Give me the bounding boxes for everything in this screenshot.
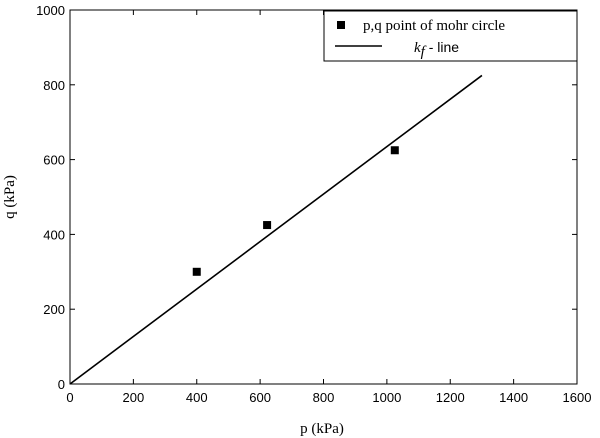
x-tick-label: 1400 [499, 390, 528, 405]
x-tick-label: 200 [123, 390, 145, 405]
y-tick-label: 400 [43, 227, 65, 242]
legend-marker-square [337, 21, 345, 29]
y-tick-label: 1000 [36, 3, 65, 18]
y-axis-title: q (kPa) [2, 175, 18, 219]
x-tick-label: 1600 [563, 390, 592, 405]
y-tick-label: 0 [58, 377, 65, 392]
x-tick-label: 0 [66, 390, 73, 405]
x-tick-label: 400 [186, 390, 208, 405]
legend-label-line-subscript: f [421, 44, 427, 60]
legend-label-line-k: k [414, 40, 421, 56]
legend: p,q point of mohr circle kf - line [323, 10, 578, 62]
legend-label-line: kf - line [414, 39, 459, 60]
x-tick-label: 800 [313, 390, 335, 405]
series-layer [69, 74, 483, 385]
pq-point [192, 267, 201, 276]
legend-label-line-suffix: - line [425, 39, 459, 55]
pq-point [390, 146, 399, 155]
x-tick-label: 1000 [372, 390, 401, 405]
x-tick-label: 1200 [436, 390, 465, 405]
legend-box [323, 10, 578, 62]
pq-point [263, 221, 272, 230]
x-tick-label: 600 [249, 390, 271, 405]
y-axis-ticks: 0 200 400 600 800 1000 [36, 3, 577, 392]
x-axis-ticks: 0 200 400 600 800 1000 1200 1400 1600 [66, 10, 591, 405]
y-tick-label: 600 [43, 153, 65, 168]
legend-label-points: p,q point of mohr circle [363, 18, 505, 34]
x-axis-title: p (kPa) [300, 421, 344, 437]
kf-line [69, 74, 483, 385]
y-tick-label: 200 [43, 302, 65, 317]
y-tick-label: 800 [43, 78, 65, 93]
